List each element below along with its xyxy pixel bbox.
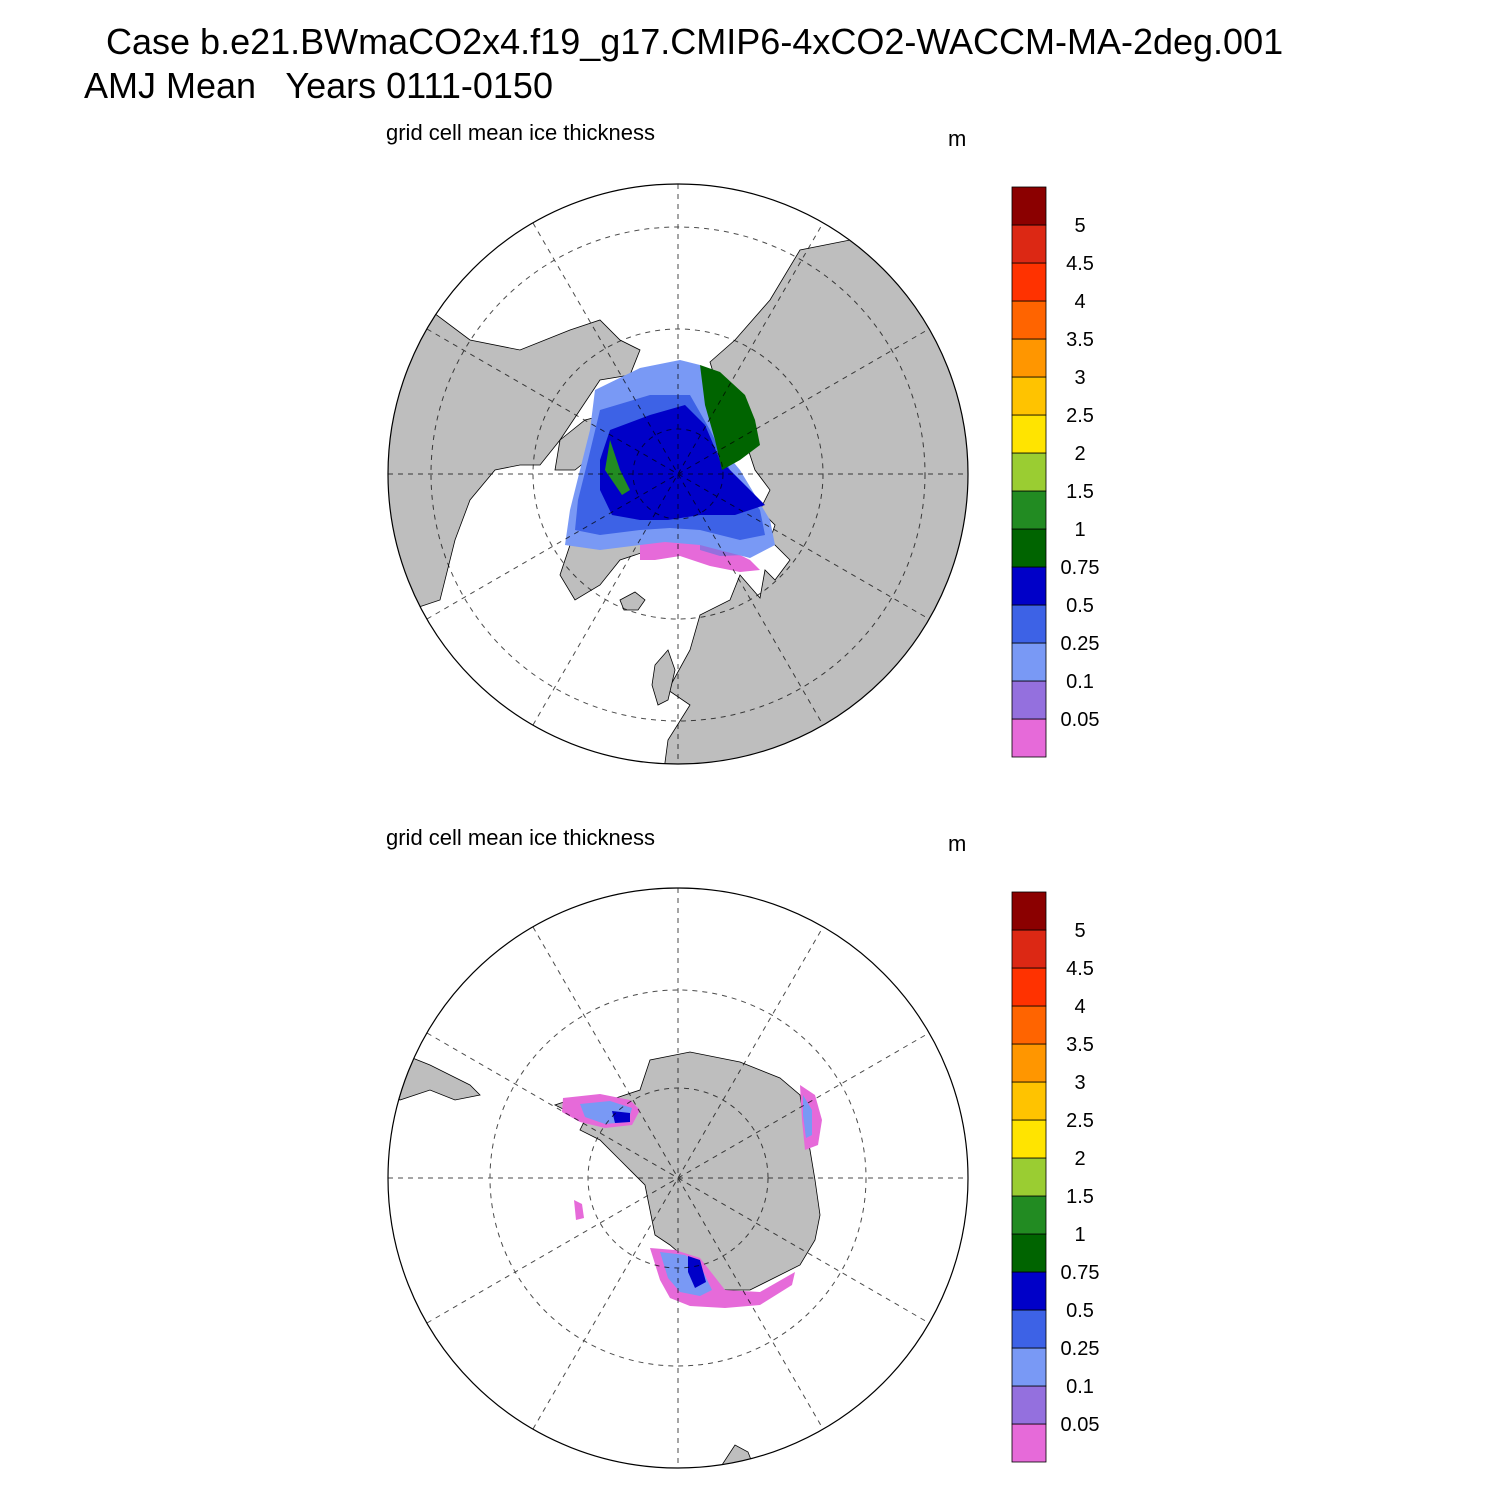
north-colorbar-box [1011, 566, 1047, 606]
south-colorbar-label: 0.1 [1066, 1376, 1094, 1398]
south-colorbar-label: 1.5 [1066, 1186, 1094, 1208]
south-colorbar-label: 3 [1074, 1072, 1085, 1094]
north-colorbar-box [1011, 338, 1047, 378]
north-colorbar-label: 0.1 [1066, 671, 1094, 693]
south-panel-label: grid cell mean ice thickness [386, 825, 656, 850]
south-colorbar-label: 3.5 [1066, 1034, 1094, 1056]
south-colorbar-box [1011, 1119, 1047, 1159]
north-colorbar-box [1011, 680, 1047, 720]
north-ice-fringe-pink [640, 536, 760, 572]
south-colorbar-label: 0.05 [1061, 1414, 1100, 1436]
north-colorbar-label: 4.5 [1066, 253, 1094, 275]
south-colorbar-box [1011, 1271, 1047, 1311]
north-colorbar-box [1011, 376, 1047, 416]
north-colorbar-label: 0.75 [1061, 557, 1100, 579]
north-colorbar-box [1011, 224, 1047, 264]
south-colorbar-box [1011, 967, 1047, 1007]
north-colorbar-label: 0.5 [1066, 595, 1094, 617]
north-map-border [387, 183, 969, 765]
north-colorbar-box [1011, 604, 1047, 644]
south-colorbar-box [1011, 1081, 1047, 1121]
north-panel-label: grid cell mean ice thickness [386, 120, 656, 145]
north-colorbar-box [1011, 642, 1047, 682]
north-colorbar-label: 2.5 [1066, 405, 1094, 427]
north-colorbar-label: 1.5 [1066, 481, 1094, 503]
south-colorbar-box [1011, 1043, 1047, 1083]
south-colorbar-label: 2.5 [1066, 1110, 1094, 1132]
north-colorbar-box [1011, 262, 1047, 302]
north-colorbar-label: 3.5 [1066, 329, 1094, 351]
north-colorbar-box [1011, 528, 1047, 568]
south-colorbar-box [1011, 1347, 1047, 1387]
north-colorbar-label: 1 [1074, 519, 1085, 541]
south-colorbar-box [1011, 891, 1047, 931]
south-graticule [388, 888, 968, 1468]
figure-title-period: AMJ Mean Years 0111-0150 [84, 65, 553, 106]
south-ice-ross-dark [688, 1256, 706, 1288]
south-colorbar-box [1011, 1233, 1047, 1273]
south-colorbar-label: 5 [1074, 920, 1085, 942]
south-ice-east-light [803, 1095, 812, 1138]
south-units-label: m [948, 831, 967, 856]
north-ice-dark-blue [600, 405, 765, 520]
south-colorbar-box [1011, 929, 1047, 969]
north-colorbar-box [1011, 186, 1047, 226]
south-colorbar-box [1011, 1385, 1047, 1425]
north-colorbar-label: 2 [1074, 443, 1085, 465]
south-map-border [387, 887, 969, 1469]
north-colorbar-label: 4 [1074, 291, 1085, 313]
north-colorbar-label: 5 [1074, 215, 1085, 237]
north-graticule [388, 184, 968, 764]
south-colorbar: 0.05 0.1 0.25 0.5 0.75 1 1.5 2 2.5 3 3.5 4 4.5 5 [1011, 891, 1100, 1463]
south-colorbar-box [1011, 1157, 1047, 1197]
north-ice-green-fringe [605, 440, 630, 495]
north-ice-dark-green [700, 365, 760, 470]
south-colorbar-label: 2 [1074, 1148, 1085, 1170]
north-colorbar-label: 0.25 [1061, 633, 1100, 655]
south-colorbar-box [1011, 1309, 1047, 1349]
south-colorbar-label: 4.5 [1066, 958, 1094, 980]
north-colorbar-label: 3 [1074, 367, 1085, 389]
north-colorbar-box [1011, 300, 1047, 340]
south-polar-map [387, 887, 969, 1469]
south-colorbar-label: 1 [1074, 1224, 1085, 1246]
south-colorbar-box [1011, 1195, 1047, 1235]
north-colorbar-box [1011, 414, 1047, 454]
south-ice-west-fringe [574, 1200, 584, 1220]
north-colorbar-box [1011, 718, 1047, 758]
south-colorbar-label: 4 [1074, 996, 1085, 1018]
north-colorbar: 0.05 0.1 0.25 0.5 0.75 1 1.5 2 2.5 3 3.5 4 4.5 5 [1011, 186, 1100, 758]
south-colorbar-label: 0.25 [1061, 1338, 1100, 1360]
north-colorbar-box [1011, 452, 1047, 492]
north-polar-map [387, 183, 969, 765]
south-colorbar-box [1011, 1423, 1047, 1463]
south-colorbar-box [1011, 1005, 1047, 1045]
south-colorbar-label: 0.75 [1061, 1262, 1100, 1284]
north-land-britain [651, 649, 676, 706]
north-land-north-america [388, 299, 641, 621]
south-colorbar-label: 0.5 [1066, 1300, 1094, 1322]
south-ice-weddell-dark [612, 1111, 630, 1123]
south-sea-ice [562, 1085, 822, 1308]
figure-title-case: Case b.e21.BWmaCO2x4.f19_g17.CMIP6-4xCO2… [106, 21, 1284, 62]
north-colorbar-label: 0.05 [1061, 709, 1100, 731]
north-colorbar-box [1011, 490, 1047, 530]
north-units-label: m [948, 126, 967, 151]
